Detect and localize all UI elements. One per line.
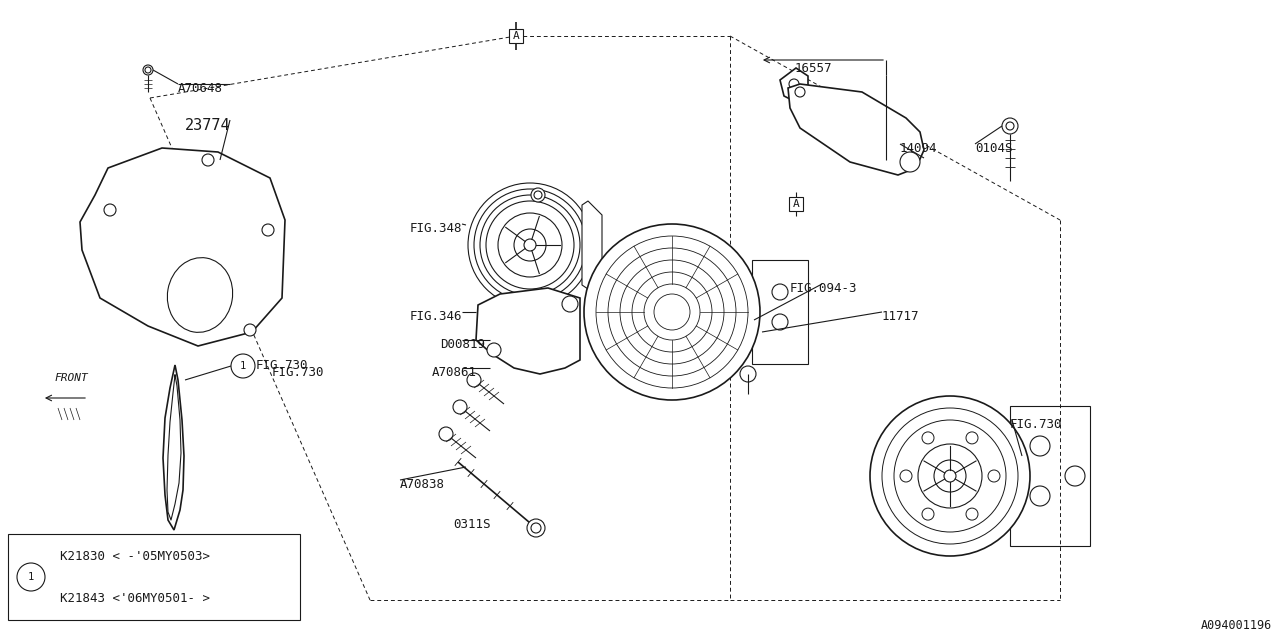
Circle shape xyxy=(1030,486,1050,506)
Text: FIG.346: FIG.346 xyxy=(410,310,462,323)
Circle shape xyxy=(966,432,978,444)
Circle shape xyxy=(104,204,116,216)
Circle shape xyxy=(17,563,45,591)
Text: 1: 1 xyxy=(28,572,35,582)
Circle shape xyxy=(262,224,274,236)
Circle shape xyxy=(531,523,541,533)
Text: A094001196: A094001196 xyxy=(1201,619,1272,632)
Text: A70648: A70648 xyxy=(178,82,223,95)
Polygon shape xyxy=(163,365,184,530)
Circle shape xyxy=(772,314,788,330)
Circle shape xyxy=(230,354,255,378)
Bar xyxy=(8,534,300,620)
Text: FIG.730: FIG.730 xyxy=(1010,418,1062,431)
Circle shape xyxy=(788,79,799,89)
Text: FRONT: FRONT xyxy=(54,373,88,383)
Circle shape xyxy=(439,427,453,441)
Text: A: A xyxy=(512,31,520,41)
Text: 0104S: 0104S xyxy=(975,142,1012,155)
Circle shape xyxy=(795,87,805,97)
Circle shape xyxy=(584,224,760,400)
Text: K21843 <'06MY0501- >: K21843 <'06MY0501- > xyxy=(60,593,210,605)
Circle shape xyxy=(945,470,956,482)
Text: K21830 < -'05MY0503>: K21830 < -'05MY0503> xyxy=(60,550,210,563)
Text: A70861: A70861 xyxy=(433,366,477,379)
Polygon shape xyxy=(780,68,808,102)
Bar xyxy=(509,29,524,43)
Circle shape xyxy=(740,366,756,382)
Text: D00819: D00819 xyxy=(440,338,485,351)
Circle shape xyxy=(143,65,154,75)
Circle shape xyxy=(534,191,541,199)
Polygon shape xyxy=(582,201,602,289)
Text: 23774: 23774 xyxy=(186,118,230,133)
Text: 0311S: 0311S xyxy=(453,518,490,531)
Circle shape xyxy=(562,296,579,312)
Circle shape xyxy=(531,188,545,202)
Circle shape xyxy=(934,460,966,492)
Circle shape xyxy=(922,432,934,444)
Circle shape xyxy=(145,67,151,73)
Circle shape xyxy=(1030,436,1050,456)
Circle shape xyxy=(453,400,467,414)
Text: A: A xyxy=(792,199,800,209)
Circle shape xyxy=(918,444,982,508)
Circle shape xyxy=(1065,466,1085,486)
Circle shape xyxy=(498,213,562,277)
Ellipse shape xyxy=(168,258,233,332)
Polygon shape xyxy=(476,288,580,374)
Text: 14094: 14094 xyxy=(900,142,937,155)
Circle shape xyxy=(772,284,788,300)
Circle shape xyxy=(1002,118,1018,134)
Circle shape xyxy=(527,519,545,537)
Polygon shape xyxy=(79,148,285,346)
Text: FIG.730: FIG.730 xyxy=(273,366,325,379)
Circle shape xyxy=(900,152,920,172)
Text: FIG.094-3: FIG.094-3 xyxy=(790,282,858,295)
Circle shape xyxy=(922,508,934,520)
Bar xyxy=(788,197,803,211)
Circle shape xyxy=(1006,122,1014,130)
Circle shape xyxy=(486,343,500,357)
Text: 1: 1 xyxy=(239,361,246,371)
Bar xyxy=(1010,406,1091,546)
Circle shape xyxy=(515,229,547,261)
Text: A70838: A70838 xyxy=(399,478,445,491)
Polygon shape xyxy=(788,84,924,175)
Circle shape xyxy=(468,183,591,307)
Circle shape xyxy=(244,324,256,336)
Circle shape xyxy=(467,373,481,387)
Bar xyxy=(753,260,808,364)
Circle shape xyxy=(988,470,1000,482)
Circle shape xyxy=(900,470,911,482)
Circle shape xyxy=(966,508,978,520)
Circle shape xyxy=(202,154,214,166)
Circle shape xyxy=(870,396,1030,556)
Text: FIG.348: FIG.348 xyxy=(410,222,462,235)
Circle shape xyxy=(524,239,536,251)
Text: FIG.730: FIG.730 xyxy=(256,359,308,372)
Text: 16557: 16557 xyxy=(795,62,832,75)
Text: 11717: 11717 xyxy=(882,310,919,323)
Circle shape xyxy=(788,89,799,99)
